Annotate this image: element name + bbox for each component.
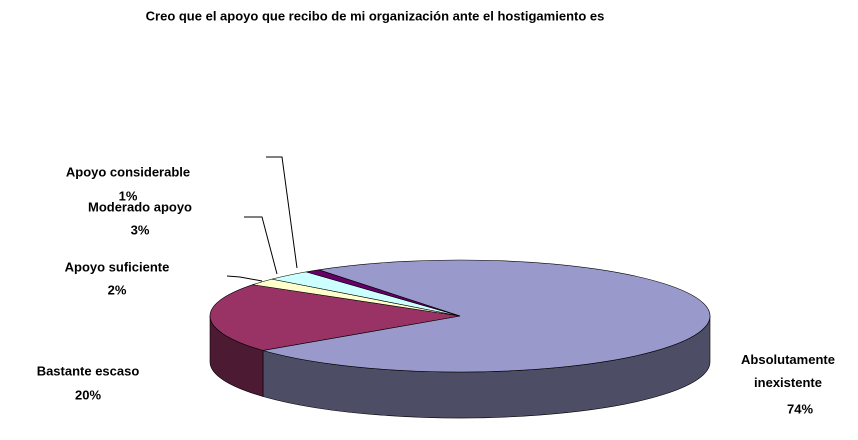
slice-value-label: 20%: [75, 387, 101, 402]
slice: [209, 284, 461, 351]
slice-label: Moderado apoyo: [88, 199, 192, 214]
leader-line: [244, 216, 278, 275]
slice-value-label: 1%: [119, 188, 138, 203]
slice: [306, 269, 461, 317]
chart-title: Creo que el apoyo que recibo de mi organ…: [146, 8, 605, 23]
slice-value-label: 3%: [131, 222, 150, 237]
slice-label: Apoyo suficiente: [65, 259, 170, 274]
leader-line: [226, 275, 263, 282]
leader-line: [266, 156, 298, 269]
slice-label: Absolutamente inexistente: [741, 352, 835, 390]
slice-label: Bastante escaso: [37, 363, 140, 378]
slice-label: Apoyo considerable: [66, 164, 190, 179]
slice-value-label: 74%: [787, 401, 813, 416]
slice-value-label: 2%: [108, 282, 127, 297]
